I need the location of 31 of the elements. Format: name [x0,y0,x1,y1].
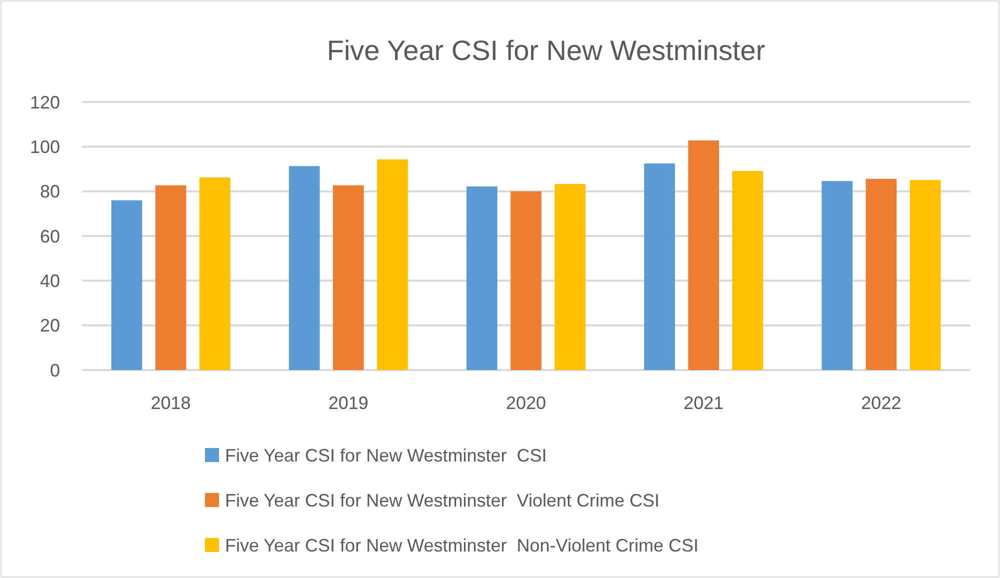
y-tick-label: 100 [30,136,60,157]
y-tick-label: 60 [40,226,60,246]
bar [332,185,364,370]
bar [288,166,320,370]
bar [111,200,142,370]
legend-label: Five Year CSI for New Westminster CSI [225,445,547,466]
bar [554,184,586,370]
y-tick-label: 0 [50,360,60,380]
x-tick-label: 2022 [861,393,902,413]
bar [644,163,675,370]
y-tick-label: 40 [40,270,60,291]
bar [155,185,186,370]
bar [510,191,542,370]
x-tick-label: 2018 [150,393,191,413]
bar [822,181,853,370]
bar [688,140,720,370]
bar [199,177,230,370]
bar [732,171,764,370]
x-tick-label: 2021 [684,393,724,413]
chart-title: Five Year CSI for New Westminster [326,35,766,66]
legend-label: Five Year CSI for New Westminster Non-Violent Crime CSI [225,535,698,556]
y-tick-label: 20 [40,316,60,336]
y-tick-label: 120 [30,92,60,112]
y-tick-label: 80 [40,182,60,202]
x-tick-label: 2020 [506,393,546,413]
bar [377,159,408,370]
x-tick-label: 2019 [328,393,368,413]
bar [910,180,941,370]
bar [466,186,498,370]
bar [866,178,897,370]
legend-label: Five Year CSI for New Westminster Violent Crime CSI [225,490,660,510]
